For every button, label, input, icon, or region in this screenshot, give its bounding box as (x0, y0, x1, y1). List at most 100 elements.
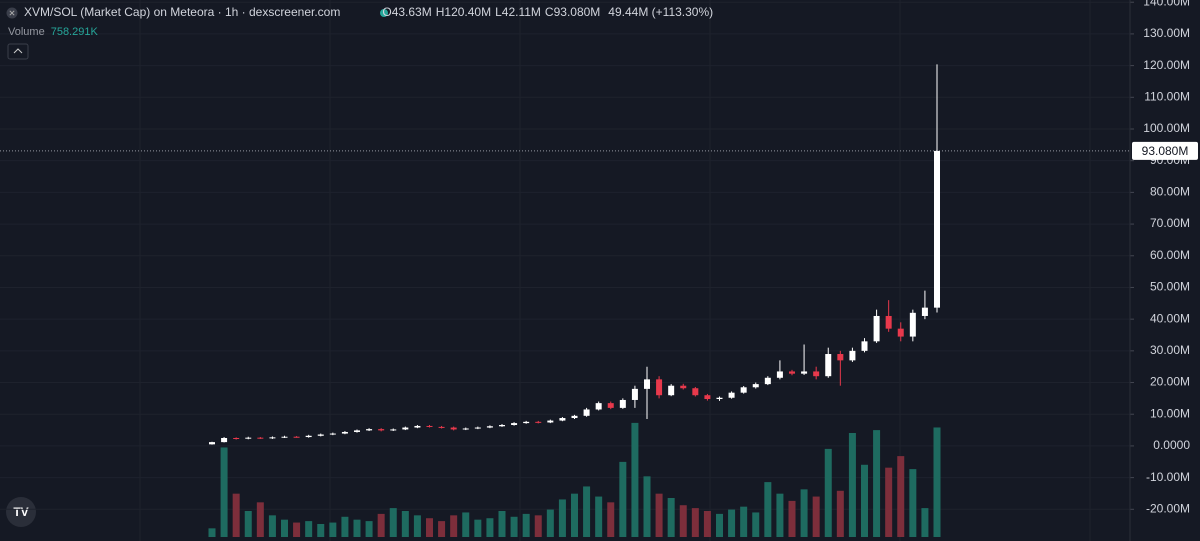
candle-body (486, 426, 493, 428)
close-icon-x (9, 10, 15, 16)
candle-body (499, 425, 505, 427)
volume-bar (728, 509, 736, 537)
volume-bar (776, 493, 784, 537)
ohlc-key: O (382, 5, 392, 19)
candle-body (305, 435, 312, 438)
y-tick-label: 120.00M (1143, 58, 1190, 72)
volume-bar (691, 508, 699, 537)
candle-body (390, 429, 397, 431)
candle-body (450, 427, 457, 430)
candle-body (704, 395, 711, 400)
volume-bar (558, 499, 566, 537)
candle-body (257, 437, 264, 439)
volume-bar (703, 511, 711, 537)
volume-bar (256, 502, 264, 537)
volume-bar (474, 519, 482, 537)
volume-bar (897, 456, 905, 537)
candle-body (595, 403, 602, 410)
candle-body (789, 371, 795, 374)
candle-body (426, 425, 433, 427)
ohlc-key: H (435, 5, 445, 19)
collapse-button[interactable] (7, 43, 29, 60)
last-price-label: 93.080M (1142, 144, 1189, 158)
volume-bar (655, 493, 663, 537)
y-tick-label: 140.00M (1143, 0, 1190, 8)
candle-body (559, 418, 566, 421)
chart-title: XVM/SOL (Market Cap) on Meteora · 1h · d… (24, 5, 341, 19)
y-tick-label: 80.00M (1150, 185, 1190, 199)
candle-body (293, 436, 300, 438)
candle-body (378, 429, 385, 431)
volume-bar (885, 467, 893, 537)
last-price-box (1132, 141, 1198, 160)
collapse-chevron (13, 48, 23, 54)
candle-body (752, 384, 759, 388)
volume-bar (281, 519, 288, 537)
volume-bar (317, 524, 325, 537)
volume-bar (546, 509, 554, 537)
y-tick-label: 0.0000 (1153, 438, 1190, 452)
candle-body (764, 377, 771, 385)
change: 49.44M (+113.30%) (608, 5, 714, 19)
candle-body (462, 428, 469, 430)
ohlc-value: 93.080M (553, 5, 601, 19)
volume-bar (438, 521, 446, 537)
logo[interactable] (6, 497, 36, 527)
logo-mark: TV (13, 505, 28, 519)
candle-body (571, 415, 578, 419)
volume-bar (607, 502, 615, 537)
candle-body (619, 399, 626, 408)
candle-body (849, 350, 856, 361)
candle-body (402, 427, 409, 430)
volume-bar (740, 506, 748, 537)
volume-bar (329, 522, 337, 537)
y-tick-label: 110.00M (1144, 89, 1190, 103)
volume-bar (933, 427, 941, 537)
ohlc-legend: O 43.63M H 120.40M L 42.11M C 93.080M (382, 5, 604, 19)
volume-bar (583, 486, 591, 537)
volume-bar (873, 430, 881, 537)
y-tick-label: 60.00M (1150, 248, 1190, 262)
ohlc-key: L (495, 5, 502, 19)
y-tick-label: 50.00M (1150, 280, 1190, 294)
candle-body (825, 354, 832, 377)
volume-bar (861, 464, 868, 537)
candle-body (414, 425, 421, 428)
ohlc-value: 43.63M (391, 5, 432, 19)
candle-body (885, 315, 892, 329)
ohlc-value: 120.40M (444, 5, 492, 19)
volume-bar (836, 490, 844, 537)
volume-bar (486, 518, 494, 537)
volume-bar (788, 500, 796, 537)
ohlc-value: 42.11M (501, 5, 541, 19)
volume-bar (716, 513, 723, 537)
volume-bar (824, 448, 832, 537)
volume-bar (643, 476, 651, 537)
volume-bar (462, 512, 470, 537)
y-tick-label: -20.00M (1146, 501, 1190, 515)
volume-value: 758.291K (50, 26, 98, 38)
candle-body (583, 409, 590, 416)
y-tick-label: -10.00M (1146, 470, 1190, 484)
volume-bar (401, 511, 409, 537)
volume-bar (522, 513, 530, 537)
candle-body (221, 437, 228, 443)
y-tick-label: 100.00M (1143, 121, 1190, 135)
volume-bar (667, 498, 675, 537)
volume-bar (450, 515, 458, 537)
volume-bar (377, 513, 385, 537)
volume-bar (679, 505, 687, 537)
volume-bar (208, 528, 216, 537)
candle-body (656, 379, 663, 396)
status-dot (380, 9, 388, 17)
y-tick-label: 40.00M (1150, 311, 1190, 325)
volume-bar (764, 482, 772, 537)
candle-body (873, 315, 880, 342)
candle-body (631, 388, 638, 400)
candle-body (329, 433, 336, 435)
header: XVM/SOL (Market Cap) on Meteora · 1h · d… (24, 5, 713, 19)
volume-bar (510, 516, 518, 537)
volume-bar (220, 447, 228, 537)
